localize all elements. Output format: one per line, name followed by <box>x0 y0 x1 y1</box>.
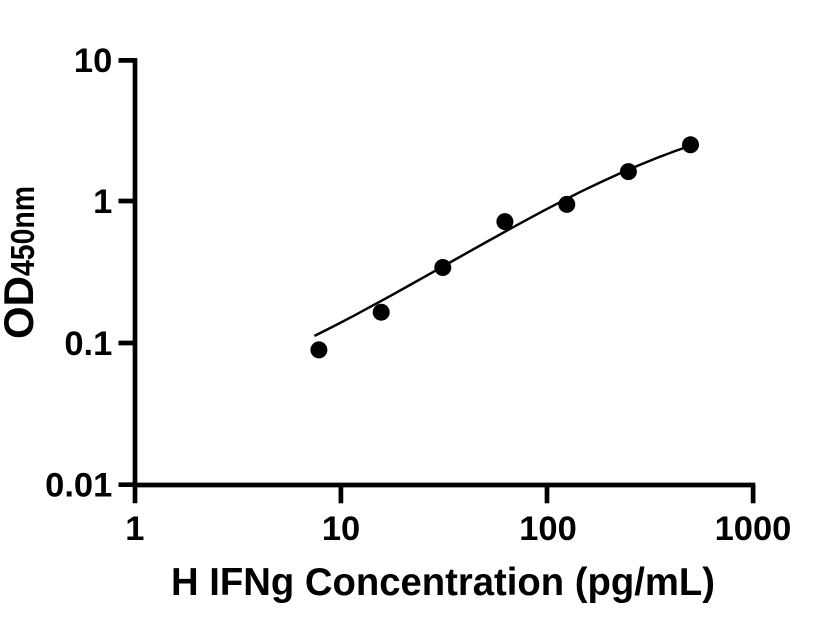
svg-text:0.1: 0.1 <box>64 325 112 363</box>
svg-text:10: 10 <box>322 510 360 548</box>
svg-text:H IFNg Concentration (pg/mL): H IFNg Concentration (pg/mL) <box>171 561 715 604</box>
svg-text:1000: 1000 <box>715 510 792 548</box>
svg-text:100: 100 <box>519 510 577 548</box>
svg-text:1: 1 <box>125 510 144 548</box>
svg-text:1: 1 <box>93 183 112 221</box>
svg-text:0.01: 0.01 <box>45 467 112 505</box>
svg-text:10: 10 <box>74 42 112 80</box>
svg-text:OD450nm: OD450nm <box>0 186 42 339</box>
